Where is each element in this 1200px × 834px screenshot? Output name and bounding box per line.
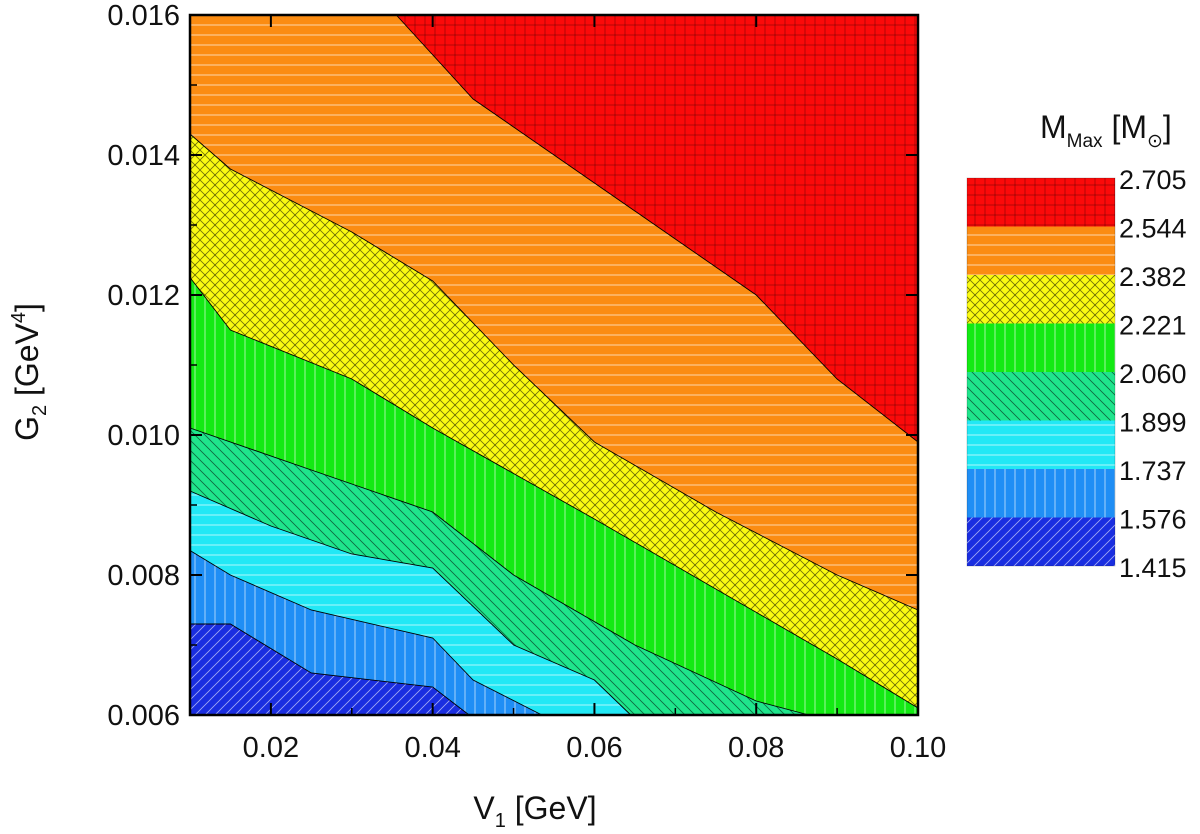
legend-swatch <box>967 372 1115 421</box>
contour-line-1 <box>189 550 543 716</box>
legend: 2.705 2.544 2.382 2.221 2.060 1.899 1.737 1.576… <box>966 165 1187 583</box>
contour-lines <box>189 14 919 716</box>
legend-swatch <box>967 420 1115 469</box>
y-tick-label: 0.016 <box>107 0 180 32</box>
x-axis: 0.02 0.04 0.06 0.08 0.10 <box>189 15 946 764</box>
y-tick-label: 0.012 <box>107 280 180 312</box>
contour-line-4 <box>189 277 919 709</box>
band-7 <box>396 15 918 442</box>
legend-level-label: 1.899 <box>1119 408 1187 438</box>
legend-level-label: 1.415 <box>1119 553 1187 583</box>
legend-level-label: 2.705 <box>1119 165 1187 195</box>
legend-swatch <box>967 226 1115 275</box>
y-axis: 0.006 0.008 0.010 0.012 0.014 0.016 <box>107 0 918 732</box>
contour-line-5 <box>189 133 919 611</box>
x-tick-label: 0.04 <box>404 732 460 764</box>
legend-level-label: 2.544 <box>1119 214 1187 244</box>
y-axis-title: G2 [GeV4] <box>8 303 51 441</box>
legend-level-label: 2.060 <box>1119 359 1187 389</box>
legend-level-label: 1.576 <box>1119 505 1187 535</box>
y-tick-label: 0.010 <box>107 420 180 452</box>
x-tick-label: 0.02 <box>243 732 299 764</box>
x-tick-label: 0.06 <box>566 732 622 764</box>
x-axis-title: V1 [GeV] <box>473 790 596 832</box>
x-tick-label: 0.10 <box>890 732 946 764</box>
contour-line-6 <box>395 14 919 443</box>
contour-line-0 <box>190 623 470 716</box>
contour-bands <box>190 15 918 715</box>
legend-swatch <box>967 323 1115 372</box>
legend-level-label: 1.737 <box>1119 456 1187 486</box>
contour-line-3 <box>189 427 809 716</box>
legend-swatch <box>967 178 1115 227</box>
y-tick-label: 0.008 <box>107 560 180 592</box>
contour-line-2 <box>189 490 632 716</box>
y-tick-label: 0.014 <box>107 140 180 172</box>
x-tick-label: 0.08 <box>728 732 784 764</box>
y-tick-label: 0.006 <box>107 700 180 732</box>
legend-swatch <box>967 275 1115 324</box>
legend-frame <box>966 177 1116 567</box>
legend-swatch <box>967 517 1115 566</box>
legend-level-label: 2.221 <box>1119 311 1187 341</box>
legend-swatch <box>967 469 1115 518</box>
legend-level-label: 2.382 <box>1119 262 1187 292</box>
legend-title: MMax [M⊙] <box>1040 109 1172 152</box>
